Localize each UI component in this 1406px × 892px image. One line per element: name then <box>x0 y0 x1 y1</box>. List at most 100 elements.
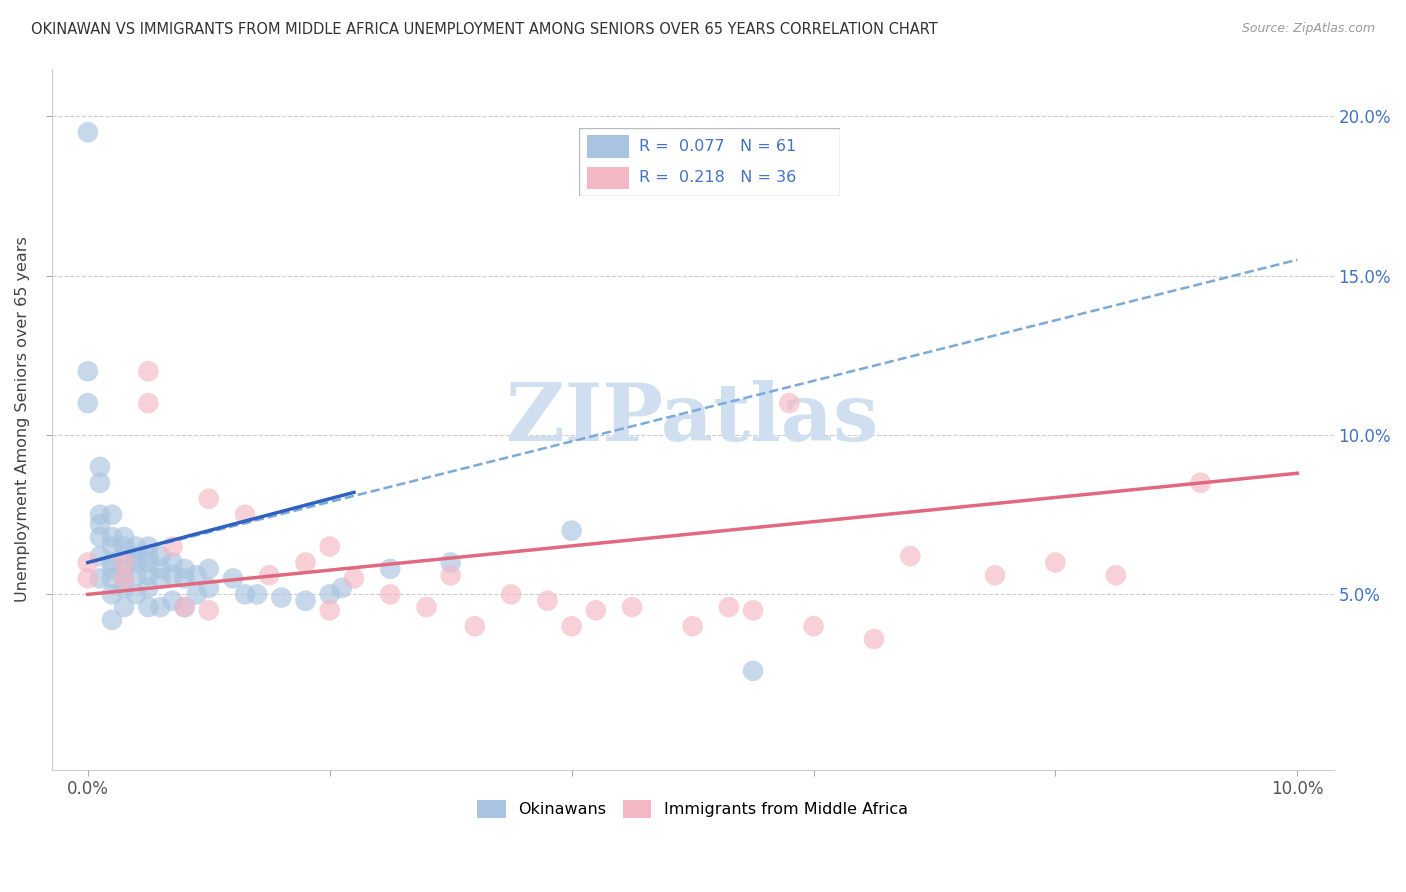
Point <box>162 540 184 554</box>
Text: OKINAWAN VS IMMIGRANTS FROM MIDDLE AFRICA UNEMPLOYMENT AMONG SENIORS OVER 65 YEA: OKINAWAN VS IMMIGRANTS FROM MIDDLE AFRIC… <box>31 22 938 37</box>
Point <box>778 396 800 410</box>
Point <box>89 475 111 490</box>
Point <box>742 603 765 617</box>
Point <box>76 556 98 570</box>
Point <box>536 593 558 607</box>
Point <box>101 613 124 627</box>
Point <box>136 549 159 563</box>
Point <box>112 530 135 544</box>
Point <box>136 556 159 570</box>
Point <box>89 549 111 563</box>
Point <box>89 459 111 474</box>
Point <box>76 125 98 139</box>
Point <box>136 396 159 410</box>
Text: R =  0.077   N = 61: R = 0.077 N = 61 <box>640 139 796 154</box>
Text: R =  0.218   N = 36: R = 0.218 N = 36 <box>640 170 796 185</box>
Point <box>112 600 135 615</box>
Point <box>173 600 195 615</box>
Point <box>257 568 280 582</box>
Legend: Okinawans, Immigrants from Middle Africa: Okinawans, Immigrants from Middle Africa <box>471 794 914 825</box>
Point <box>464 619 486 633</box>
Point <box>76 396 98 410</box>
Point <box>803 619 825 633</box>
Point <box>294 593 316 607</box>
Point <box>270 591 292 605</box>
Point <box>1105 568 1128 582</box>
Point <box>112 549 135 563</box>
Point <box>101 571 124 585</box>
Point <box>197 491 219 506</box>
Point <box>682 619 704 633</box>
Point <box>380 587 402 601</box>
Point <box>380 562 402 576</box>
Y-axis label: Unemployment Among Seniors over 65 years: Unemployment Among Seniors over 65 years <box>15 236 30 602</box>
Point <box>197 603 219 617</box>
Point <box>149 600 172 615</box>
Point <box>233 508 256 522</box>
Point <box>173 562 195 576</box>
Point <box>186 568 208 582</box>
Point <box>173 571 195 585</box>
Point <box>162 593 184 607</box>
Point <box>101 587 124 601</box>
Point <box>125 587 148 601</box>
Point <box>742 664 765 678</box>
Point <box>149 562 172 576</box>
Point <box>76 571 98 585</box>
Point <box>101 562 124 576</box>
Point <box>186 587 208 601</box>
Point <box>440 556 463 570</box>
Point <box>343 571 366 585</box>
Point <box>621 600 644 615</box>
Point <box>89 508 111 522</box>
Point <box>246 587 269 601</box>
Point <box>112 571 135 585</box>
Point <box>89 571 111 585</box>
Point <box>125 568 148 582</box>
Point <box>136 568 159 582</box>
Point <box>136 581 159 595</box>
Point <box>112 581 135 595</box>
Point <box>222 571 245 585</box>
Point <box>112 562 135 576</box>
Point <box>863 632 886 646</box>
Point <box>585 603 607 617</box>
Point <box>173 600 195 615</box>
Point <box>125 556 148 570</box>
Point <box>149 549 172 563</box>
Point <box>112 556 135 570</box>
Point <box>162 568 184 582</box>
Point <box>294 556 316 570</box>
Point <box>561 524 583 538</box>
Point <box>561 619 583 633</box>
Point <box>125 540 148 554</box>
Text: Source: ZipAtlas.com: Source: ZipAtlas.com <box>1241 22 1375 36</box>
Point <box>112 540 135 554</box>
Point <box>101 508 124 522</box>
Point <box>149 571 172 585</box>
Point <box>319 540 342 554</box>
Point <box>415 600 437 615</box>
Point <box>1045 556 1067 570</box>
Bar <box>586 167 628 189</box>
Point <box>1189 475 1212 490</box>
Point <box>440 568 463 582</box>
Point <box>501 587 523 601</box>
Text: ZIPatlas: ZIPatlas <box>506 380 879 458</box>
Point <box>233 587 256 601</box>
Bar <box>586 136 628 158</box>
Point <box>89 517 111 532</box>
Point <box>197 581 219 595</box>
Point <box>197 562 219 576</box>
Point <box>717 600 740 615</box>
Point <box>898 549 921 563</box>
Point <box>76 364 98 378</box>
Point <box>984 568 1007 582</box>
Point <box>101 540 124 554</box>
Point <box>101 530 124 544</box>
Point <box>319 603 342 617</box>
Point <box>136 364 159 378</box>
Point <box>136 600 159 615</box>
Point <box>125 549 148 563</box>
Point <box>136 540 159 554</box>
